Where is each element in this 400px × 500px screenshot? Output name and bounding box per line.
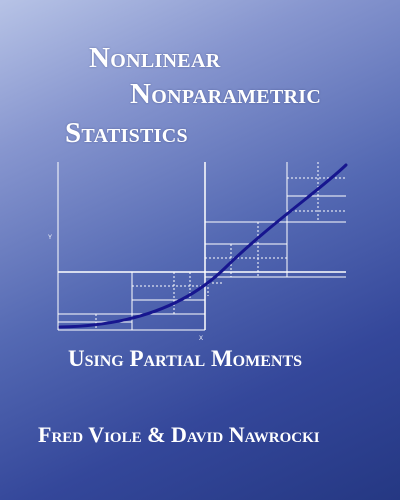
title-line-1: Nonlinear bbox=[89, 42, 221, 74]
centre-marker bbox=[207, 282, 222, 296]
nonlinear-curve bbox=[58, 163, 348, 329]
authors: Fred Viole & David Nawrocki bbox=[38, 422, 320, 447]
title-line-3: Statistics bbox=[65, 117, 188, 149]
title-line-2: Nonparametric bbox=[130, 78, 322, 110]
upper-right-partitions bbox=[205, 162, 346, 277]
lower-left-partitions bbox=[58, 272, 205, 330]
y-axis-label: Y bbox=[48, 235, 52, 241]
subtitle: Using Partial Moments bbox=[68, 346, 303, 371]
x-axis-label: X bbox=[199, 336, 203, 342]
